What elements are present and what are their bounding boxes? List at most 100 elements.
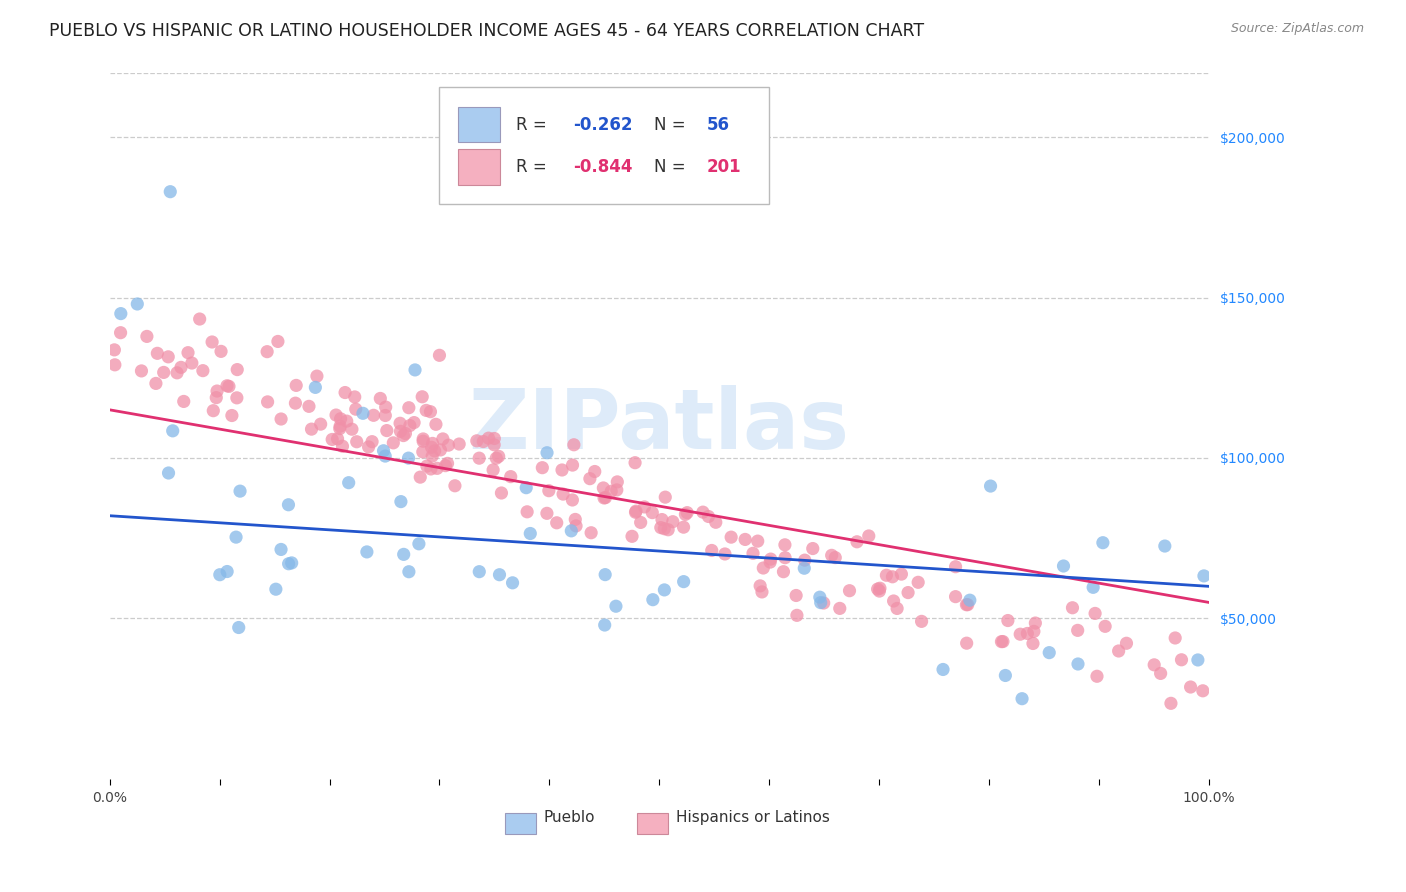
Point <box>217 565 239 579</box>
Point <box>1022 636 1045 650</box>
Point <box>956 636 979 650</box>
Point <box>704 516 727 530</box>
Point <box>267 334 290 349</box>
Point <box>356 545 378 559</box>
Point <box>135 329 157 343</box>
Point <box>398 451 420 466</box>
Point <box>624 456 647 470</box>
Point <box>394 426 416 441</box>
Point <box>333 385 356 400</box>
Point <box>560 524 582 538</box>
Point <box>773 550 796 565</box>
Point <box>751 585 773 599</box>
Point <box>759 555 782 569</box>
Point <box>177 345 200 359</box>
Point <box>808 590 831 604</box>
Point <box>759 552 782 566</box>
Point <box>1011 691 1033 706</box>
Point <box>110 307 132 321</box>
Point <box>425 417 447 432</box>
Point <box>374 400 396 414</box>
Point <box>426 461 449 475</box>
Point <box>519 526 541 541</box>
Point <box>793 553 815 567</box>
Point <box>382 435 405 450</box>
Point <box>1067 657 1090 671</box>
Point <box>810 596 832 610</box>
Point <box>444 479 467 493</box>
Point <box>858 529 880 543</box>
Point <box>956 598 979 612</box>
Point <box>537 483 560 498</box>
Point <box>1084 607 1107 621</box>
Point <box>208 567 231 582</box>
Point <box>595 491 617 505</box>
Text: Pueblo: Pueblo <box>544 810 595 825</box>
Point <box>104 358 127 372</box>
Point <box>337 475 360 490</box>
Point <box>188 312 211 326</box>
Point <box>747 534 769 549</box>
Point <box>344 402 367 417</box>
Point <box>256 395 278 409</box>
Point <box>191 364 214 378</box>
FancyBboxPatch shape <box>637 813 668 834</box>
Point <box>264 582 287 597</box>
Point <box>583 465 606 479</box>
Point <box>1062 600 1084 615</box>
Point <box>752 561 775 575</box>
Point <box>363 409 385 423</box>
Point <box>409 470 432 484</box>
Point <box>621 529 644 543</box>
FancyBboxPatch shape <box>440 87 769 203</box>
Point <box>1153 539 1175 553</box>
Point <box>868 584 890 599</box>
Point <box>162 424 184 438</box>
Point <box>419 462 441 476</box>
Point <box>606 483 628 497</box>
Point <box>488 450 510 464</box>
Point <box>564 512 586 526</box>
Point <box>329 419 352 434</box>
Point <box>298 400 321 414</box>
Point <box>654 490 676 504</box>
Point <box>624 505 647 519</box>
Point <box>389 494 412 508</box>
Point <box>546 516 568 530</box>
Point <box>422 436 444 450</box>
Text: PUEBLO VS HISPANIC OR LATINO HOUSEHOLDER INCOME AGES 45 - 64 YEARS CORRELATION C: PUEBLO VS HISPANIC OR LATINO HOUSEHOLDER… <box>49 22 924 40</box>
Point <box>772 565 794 579</box>
Point <box>434 458 457 473</box>
Point <box>157 350 180 364</box>
Point <box>561 458 583 472</box>
Point <box>429 442 451 457</box>
Point <box>491 486 513 500</box>
Point <box>221 409 243 423</box>
Point <box>1149 666 1171 681</box>
Point <box>997 614 1019 628</box>
Point <box>374 409 396 423</box>
Point <box>785 589 807 603</box>
Point <box>606 475 628 489</box>
Point <box>630 516 652 530</box>
Point <box>592 481 614 495</box>
Point <box>959 593 981 607</box>
Text: ZIPatlas: ZIPatlas <box>468 385 849 467</box>
Point <box>412 434 434 449</box>
Point <box>714 547 737 561</box>
Point <box>412 445 434 459</box>
Point <box>202 403 225 417</box>
Point <box>641 592 664 607</box>
Point <box>477 431 499 445</box>
Point <box>485 451 508 466</box>
Point <box>368 392 391 406</box>
Point <box>180 356 202 370</box>
Point <box>472 434 495 449</box>
Point <box>990 634 1012 648</box>
Point <box>304 380 326 394</box>
Point <box>482 438 505 452</box>
Point <box>675 508 697 522</box>
Point <box>1024 615 1046 630</box>
Point <box>579 472 602 486</box>
Point <box>886 601 908 615</box>
